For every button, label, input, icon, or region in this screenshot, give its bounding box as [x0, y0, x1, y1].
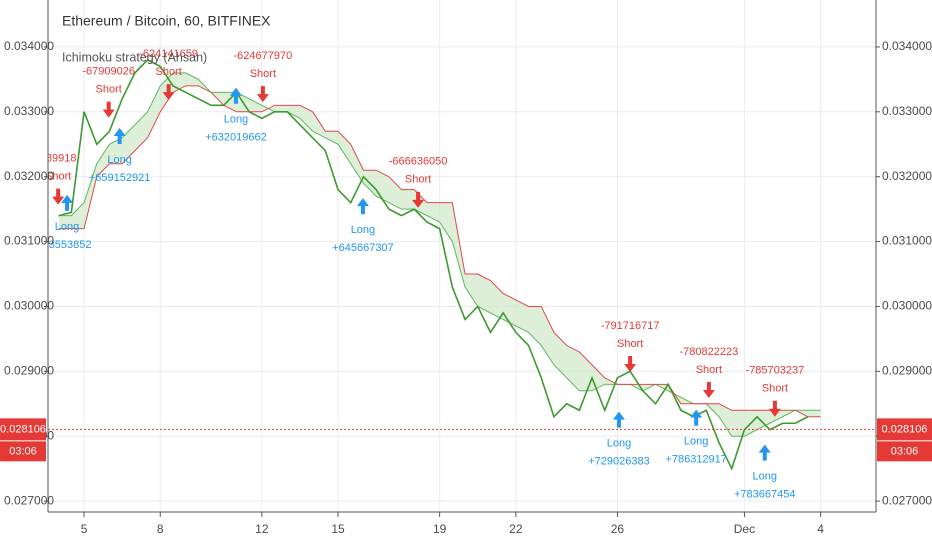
- signal-side: Long: [684, 436, 708, 448]
- signal: Long +783667454: [734, 444, 795, 501]
- signal-side: Long: [224, 114, 248, 126]
- x-tick-label: 12: [255, 522, 269, 536]
- signal-pnl: 83553852: [43, 239, 92, 251]
- long-arrow: [113, 128, 126, 145]
- signal-side: Long: [107, 154, 131, 166]
- signal-pnl: +645667307: [332, 242, 393, 254]
- chart-title: Ethereum / Bitcoin, 60, BITFINEX: [62, 13, 271, 29]
- y-tick-label: 0.031000: [882, 234, 932, 248]
- signal: Short -624141659: [139, 48, 198, 101]
- signal-pnl: 389918: [40, 153, 77, 165]
- short-arrow: [768, 400, 781, 417]
- cloud-span: [58, 85, 821, 418]
- signal-pnl: -67909026: [82, 66, 135, 78]
- signal-pnl: +632019662: [205, 132, 266, 144]
- signal-side: Long: [55, 221, 79, 233]
- last-price-box: [0, 418, 46, 441]
- axes: 0.0270000.0270000.0280000.0280000.029000…: [0, 0, 932, 536]
- signal-pnl: +786312917: [665, 454, 726, 466]
- signal-side: Short: [696, 364, 722, 376]
- short-arrow: [102, 101, 115, 118]
- short-arrow: [412, 191, 425, 208]
- signal: Short -785703237: [746, 365, 805, 417]
- signal-side: Long: [351, 224, 375, 236]
- signal-side: Short: [155, 66, 181, 78]
- last-price-box: [877, 418, 932, 441]
- y-tick-label: 0.030000: [882, 299, 932, 313]
- x-tick-label: Dec: [734, 522, 755, 536]
- signal-side: Short: [96, 84, 122, 96]
- y-tick-label: 0.029000: [4, 364, 54, 378]
- signal: Long +645667307: [332, 198, 394, 254]
- x-tick-label: 5: [81, 522, 88, 536]
- y-tick-label: 0.033000: [4, 104, 54, 118]
- signal-pnl: -624141659: [139, 48, 198, 60]
- y-tick-label: 0.034000: [882, 39, 932, 53]
- last-price-label: 0.028106: [0, 423, 46, 435]
- signal-pnl: -785703237: [746, 365, 805, 377]
- signal-pnl: -780822223: [680, 346, 739, 358]
- y-tick-label: 0.031000: [4, 234, 54, 248]
- signal-side: Short: [617, 338, 643, 350]
- x-tick-label: 4: [817, 522, 824, 536]
- long-arrow: [229, 87, 242, 104]
- last-price-label: 0.028106: [882, 423, 928, 435]
- long-arrow: [758, 444, 771, 461]
- signal-side: Short: [762, 383, 788, 395]
- signal: Long +632019662: [205, 87, 267, 144]
- signal: Long +786312917: [665, 409, 727, 466]
- signal: Long 83553852: [43, 194, 92, 251]
- x-tick-label: 19: [433, 522, 447, 536]
- signal: Short 389918: [40, 153, 77, 205]
- y-tick-label: 0.027000: [4, 493, 54, 507]
- signal: Short -666636050: [389, 156, 448, 208]
- long-arrow: [612, 411, 625, 428]
- long-arrow: [61, 194, 74, 211]
- grid: [48, 0, 876, 512]
- short-arrow: [624, 355, 637, 372]
- signal-side: Long: [753, 471, 777, 483]
- signal-pnl: +729026383: [588, 455, 649, 467]
- countdown: 03:06: [9, 445, 37, 457]
- y-tick-label: 0.033000: [882, 104, 932, 118]
- countdown-box: [877, 441, 932, 462]
- short-arrow: [162, 84, 175, 101]
- signal: Long +729026383: [588, 411, 650, 467]
- x-tick-label: 22: [509, 522, 523, 536]
- x-tick-label: 8: [157, 522, 164, 536]
- short-arrow: [702, 381, 715, 398]
- x-tick-label: 15: [331, 522, 345, 536]
- price-line: [58, 58, 809, 471]
- signal: Long +659152921: [89, 128, 150, 184]
- countdown-box: [0, 441, 46, 462]
- signal: Short -624677970: [234, 50, 293, 103]
- signal-pnl: -666636050: [389, 156, 448, 168]
- signal: Short -780822223: [680, 346, 739, 398]
- long-arrow: [690, 409, 703, 426]
- long-arrow: [356, 198, 369, 215]
- signal-pnl: -791716717: [601, 320, 660, 332]
- y-tick-label: 0.032000: [882, 169, 932, 183]
- signal-side: Short: [250, 68, 276, 80]
- short-arrow: [52, 188, 65, 205]
- countdown: 03:06: [891, 445, 919, 457]
- signal-side: Short: [405, 174, 431, 186]
- y-tick-label: 0.032000: [4, 169, 54, 183]
- signal-side: Long: [607, 437, 631, 449]
- signal-side: Short: [45, 171, 71, 183]
- x-tick-label: 26: [611, 522, 625, 536]
- signal-pnl: +783667454: [734, 489, 795, 501]
- y-tick-label: 0.034000: [4, 39, 54, 53]
- y-tick-label: 0.030000: [4, 299, 54, 313]
- y-tick-label: 0.027000: [882, 493, 932, 507]
- plot-area: Short 389918 Long 83553852 Short -67909026 Lon…: [40, 48, 876, 501]
- signal: Short -67909026: [82, 66, 135, 118]
- signal: Short -791716717: [601, 320, 660, 372]
- strategy-name: Ichimoku strategy (Ahsan): [62, 50, 207, 64]
- y-tick-label: 0.029000: [882, 364, 932, 378]
- short-arrow: [256, 86, 269, 103]
- signal-pnl: -624677970: [234, 50, 293, 62]
- signal-pnl: +659152921: [89, 172, 150, 184]
